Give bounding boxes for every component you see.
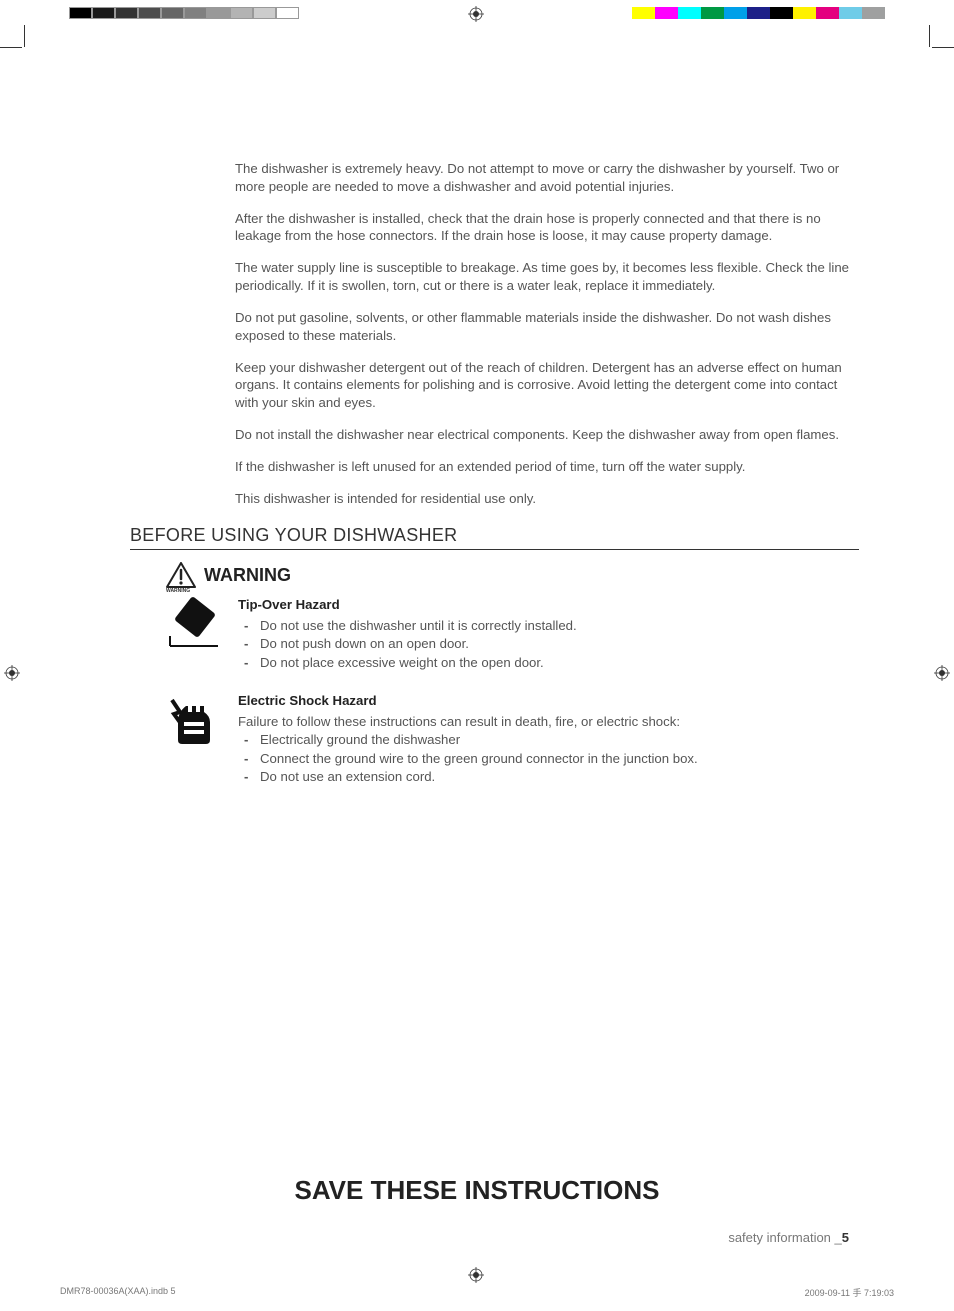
body-paragraph: This dishwasher is intended for resident… bbox=[130, 490, 859, 508]
registration-mark-icon bbox=[468, 1267, 484, 1283]
swatch bbox=[92, 7, 115, 19]
grayscale-swatches bbox=[69, 7, 299, 19]
printer-marks-top bbox=[0, 0, 954, 30]
registration-mark-icon bbox=[468, 6, 484, 22]
page-footer: safety information _5 bbox=[728, 1230, 849, 1245]
tip-over-icon bbox=[166, 596, 222, 652]
swatch bbox=[69, 7, 92, 19]
electric-shock-icon bbox=[166, 692, 222, 748]
swatch bbox=[230, 7, 253, 19]
body-paragraph: The water supply line is susceptible to … bbox=[130, 259, 859, 295]
swatch bbox=[770, 7, 793, 19]
slug-timestamp: 2009-09-11 手 7:19:03 bbox=[805, 1286, 894, 1299]
footer-section-label: safety information _ bbox=[728, 1230, 841, 1245]
warning-header: WARNING WARNING bbox=[130, 562, 859, 588]
body-paragraph: Do not install the dishwasher near elect… bbox=[130, 426, 859, 444]
hazard-item: Do not place excessive weight on the ope… bbox=[238, 654, 859, 672]
hazard-item: Connect the ground wire to the green gro… bbox=[238, 750, 859, 768]
hazard-list: Do not use the dishwasher until it is co… bbox=[238, 617, 859, 672]
swatch bbox=[724, 7, 747, 19]
swatch bbox=[862, 7, 885, 19]
swatch bbox=[793, 7, 816, 19]
warning-triangle-label: WARNING bbox=[166, 588, 190, 594]
hazard-item: Do not push down on an open door. bbox=[238, 635, 859, 653]
warning-triangle-icon: WARNING bbox=[166, 562, 196, 588]
hazard-content: Electric Shock Hazard Failure to follow … bbox=[238, 692, 859, 786]
color-swatches bbox=[632, 7, 885, 19]
swatch bbox=[632, 7, 655, 19]
page-content: The dishwasher is extremely heavy. Do no… bbox=[0, 30, 954, 807]
swatch bbox=[276, 7, 299, 19]
body-paragraph: The dishwasher is extremely heavy. Do no… bbox=[130, 160, 859, 196]
section-heading: BEFORE USING YOUR DISHWASHER bbox=[130, 525, 859, 550]
body-paragraph: Do not put gasoline, solvents, or other … bbox=[130, 309, 859, 345]
body-paragraph: Keep your dishwasher detergent out of th… bbox=[130, 359, 859, 412]
hazard-block-tipover: Tip-Over Hazard Do not use the dishwashe… bbox=[130, 596, 859, 672]
warning-label: WARNING bbox=[204, 565, 291, 586]
swatch bbox=[161, 7, 184, 19]
swatch bbox=[816, 7, 839, 19]
hazard-content: Tip-Over Hazard Do not use the dishwashe… bbox=[238, 596, 859, 672]
swatch bbox=[184, 7, 207, 19]
save-instructions-heading: SAVE THESE INSTRUCTIONS bbox=[0, 1175, 954, 1206]
hazard-title: Electric Shock Hazard bbox=[238, 692, 859, 710]
swatch bbox=[253, 7, 276, 19]
hazard-title: Tip-Over Hazard bbox=[238, 596, 859, 614]
swatch bbox=[115, 7, 138, 19]
slug-filename: DMR78-00036A(XAA).indb 5 bbox=[60, 1286, 176, 1299]
body-paragraph: If the dishwasher is left unused for an … bbox=[130, 458, 859, 476]
swatch bbox=[138, 7, 161, 19]
hazard-intro: Failure to follow these instructions can… bbox=[238, 713, 859, 731]
hazard-item: Do not use an extension cord. bbox=[238, 768, 859, 786]
swatch bbox=[701, 7, 724, 19]
swatch bbox=[655, 7, 678, 19]
hazard-block-shock: Electric Shock Hazard Failure to follow … bbox=[130, 692, 859, 786]
hazard-list: Electrically ground the dishwasher Conne… bbox=[238, 731, 859, 786]
hazard-item: Electrically ground the dishwasher bbox=[238, 731, 859, 749]
print-slug: DMR78-00036A(XAA).indb 5 2009-09-11 手 7:… bbox=[60, 1286, 894, 1299]
swatch bbox=[678, 7, 701, 19]
body-paragraph: After the dishwasher is installed, check… bbox=[130, 210, 859, 246]
swatch bbox=[839, 7, 862, 19]
swatch bbox=[207, 7, 230, 19]
hazard-item: Do not use the dishwasher until it is co… bbox=[238, 617, 859, 635]
swatch bbox=[747, 7, 770, 19]
footer-page-number: 5 bbox=[842, 1230, 849, 1245]
